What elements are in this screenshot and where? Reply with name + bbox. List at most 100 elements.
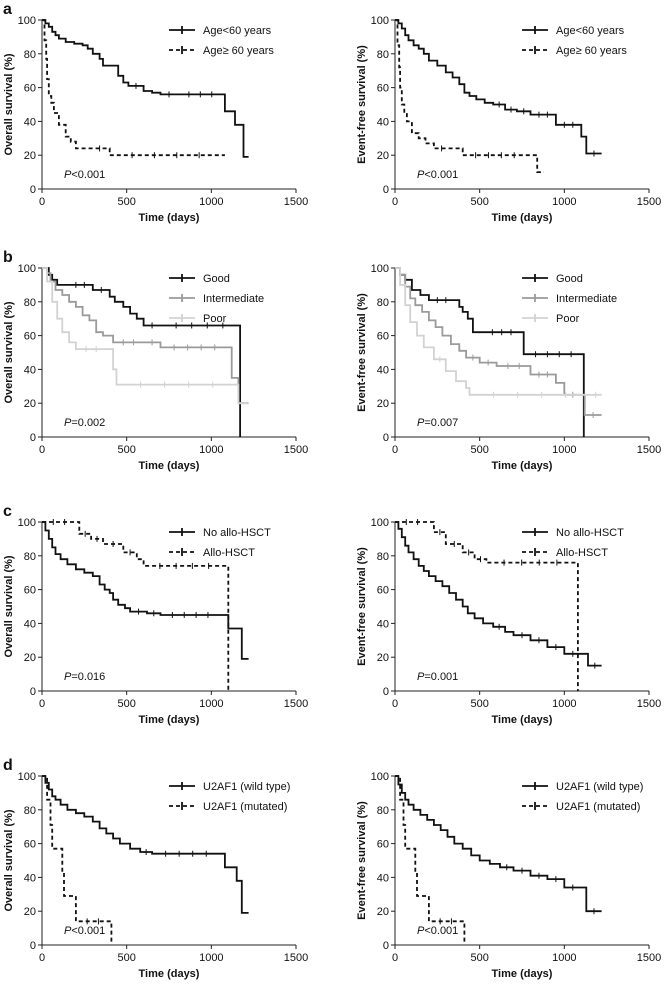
p-value: =0.001 [424,671,458,683]
x-tick-label: 1000 [552,952,576,964]
x-tick-label: 0 [392,196,398,208]
legend-label-0: U2AF1 (wild type) [203,781,290,793]
y-tick-label: 80 [377,805,389,817]
y-axis-title: Event-free survival (%) [356,45,368,164]
p-symbol: P [64,925,72,937]
y-tick-label: 60 [24,585,36,597]
y-tick-label: 80 [24,805,36,817]
p-value: =0.002 [71,417,105,429]
y-tick-label: 40 [24,872,36,884]
x-tick-label: 1500 [637,444,661,456]
x-tick-label: 0 [39,698,45,710]
survival-curve-1 [42,267,249,405]
p-value-annotation: P=0.007 [417,417,458,429]
survival-curve-1 [42,775,113,945]
p-value-annotation: P<0.001 [417,925,458,937]
y-axis-title: Overall survival (%) [3,555,15,657]
p-symbol: P [64,671,72,683]
p-symbol: P [64,169,72,181]
survival-curve-1 [395,19,544,173]
panel-letter: a [3,1,12,18]
y-tick-label: 0 [383,940,389,952]
y-tick-label: 0 [30,184,36,196]
p-symbol: P [64,417,72,429]
x-tick-label: 0 [39,444,45,456]
x-axis-title: Time (days) [492,968,553,980]
x-axis-title: Time (days) [139,968,200,980]
x-tick-label: 1500 [284,196,308,208]
y-tick-label: 0 [30,686,36,698]
x-tick-label: 500 [117,698,135,710]
x-tick-label: 1500 [284,952,308,964]
x-tick-label: 0 [39,196,45,208]
x-tick-label: 1500 [284,698,308,710]
y-tick-label: 60 [24,839,36,851]
y-tick-label: 40 [377,872,389,884]
survival-curve-0 [42,775,249,914]
y-tick-label: 40 [24,618,36,630]
x-axis-title: Time (days) [492,460,553,472]
p-value: <0.001 [71,169,105,181]
x-tick-label: 1000 [552,196,576,208]
y-tick-label: 100 [371,263,389,275]
p-value: <0.001 [71,925,105,937]
x-axis-title: Time (days) [139,460,200,472]
p-symbol: P [417,925,425,937]
survival-curve-0 [395,521,602,667]
p-value-annotation: P=0.001 [417,671,458,683]
y-tick-label: 20 [377,906,389,918]
y-tick-label: 80 [24,297,36,309]
y-tick-label: 20 [377,398,389,410]
survival-curve-1 [395,775,466,945]
x-tick-label: 1000 [199,952,223,964]
y-tick-label: 100 [371,771,389,783]
legend-label-0: Age<60 years [556,25,625,37]
y-tick-label: 100 [371,15,389,27]
legend-label-0: Good [203,273,230,285]
p-value: =0.007 [424,417,458,429]
x-tick-label: 500 [470,444,488,456]
legend-label-1: U2AF1 (mutated) [556,801,640,813]
y-tick-label: 100 [18,15,36,27]
legend-label-0: No allo-HSCT [556,527,624,539]
x-tick-label: 500 [470,196,488,208]
y-tick-label: 60 [377,83,389,95]
legend-label-1: Age≥ 60 years [556,45,627,57]
x-tick-label: 1000 [199,196,223,208]
y-axis-title: Overall survival (%) [3,53,15,155]
x-axis-title: Time (days) [139,714,200,726]
x-tick-label: 1500 [637,196,661,208]
survival-curve-0 [42,19,249,158]
p-value-annotation: P<0.001 [64,925,105,937]
x-tick-label: 1000 [199,698,223,710]
p-value-annotation: P=0.002 [64,417,105,429]
survival-curve-0 [395,267,585,437]
y-tick-label: 80 [377,297,389,309]
survival-curve-0 [42,267,241,437]
y-tick-label: 0 [30,940,36,952]
x-tick-label: 1000 [199,444,223,456]
legend-label-0: No allo-HSCT [203,527,271,539]
p-value-annotation: P<0.001 [64,169,105,181]
legend-label-2: Poor [203,313,227,325]
p-value: <0.001 [424,925,458,937]
survival-curve-2 [395,267,602,396]
y-tick-label: 20 [24,906,36,918]
y-axis-title: Event-free survival (%) [356,801,368,920]
y-tick-label: 20 [377,150,389,162]
y-tick-label: 40 [24,116,36,128]
y-tick-label: 60 [24,331,36,343]
x-tick-label: 0 [392,444,398,456]
x-tick-label: 500 [470,698,488,710]
survival-curve-0 [395,775,602,913]
legend-label-1: Allo-HSCT [203,547,255,559]
legend-label-1: Age≥ 60 years [203,45,274,57]
y-tick-label: 80 [24,49,36,61]
y-tick-label: 80 [377,551,389,563]
y-tick-label: 20 [24,398,36,410]
